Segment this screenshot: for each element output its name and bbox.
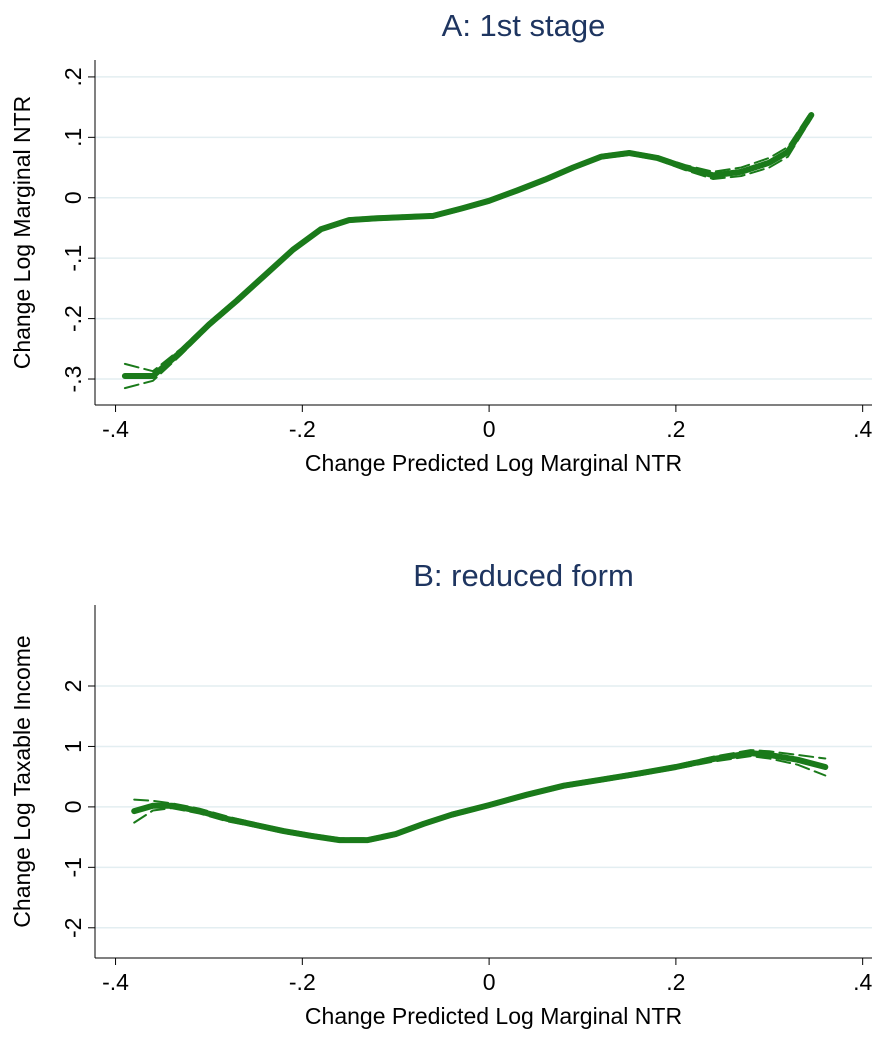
x-tick-label: -.2	[289, 416, 316, 442]
y-tick-label: -.1	[60, 245, 86, 272]
x-tick-label: .2	[666, 969, 685, 995]
y-tick-label: -1	[60, 857, 86, 877]
x-tick-label: .2	[666, 416, 685, 442]
x-tick-label: 0	[483, 416, 496, 442]
chart-title: B: reduced form	[413, 558, 634, 593]
fit-line	[131, 750, 829, 844]
y-tick-label: 2	[60, 680, 86, 693]
x-tick-label: -.4	[102, 969, 129, 995]
panel: B: reduced form -2 -1 0 1 2 -.4 -.2 0 .2 .4 Change …	[9, 558, 872, 1029]
y-tick-label: 1	[60, 740, 86, 753]
y-tick-label: -.3	[60, 366, 86, 393]
y-tick-label: .2	[60, 67, 86, 86]
confidence-line	[123, 117, 813, 390]
x-axis-title: Change Predicted Log Marginal NTR	[305, 1003, 682, 1029]
chart-title: A: 1st stage	[442, 8, 606, 43]
confidence-line	[123, 110, 813, 373]
confidence-line	[133, 755, 827, 843]
y-axis-title: Change Log Taxable Income	[9, 635, 35, 927]
fit-line	[121, 112, 815, 379]
x-tick-label: -.2	[289, 969, 316, 995]
y-tick-label: 0	[60, 191, 86, 204]
panel: A: 1st stage -.3 -.2 -.1 0 .1 .2 -.4 -.2 0 .2 .4 Cha…	[9, 8, 872, 476]
y-tick-label: -2	[60, 918, 86, 938]
x-tick-label: .4	[853, 969, 872, 995]
y-tick-label: 0	[60, 800, 86, 813]
confidence-line	[133, 749, 827, 840]
x-tick-label: 0	[483, 969, 496, 995]
y-axis-title: Change Log Marginal NTR	[9, 96, 35, 370]
y-tick-label: -.2	[60, 305, 86, 332]
y-tick-label: .1	[60, 128, 86, 147]
x-axis-title: Change Predicted Log Marginal NTR	[305, 450, 682, 476]
x-tick-label: -.4	[102, 416, 129, 442]
x-tick-label: .4	[853, 416, 872, 442]
